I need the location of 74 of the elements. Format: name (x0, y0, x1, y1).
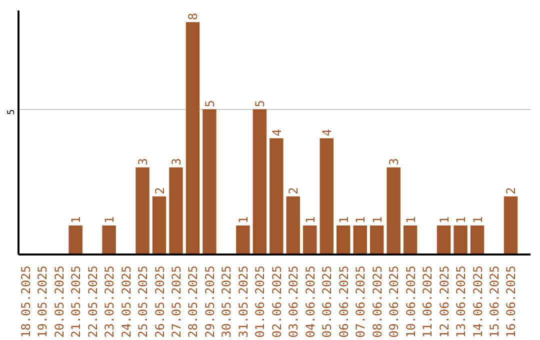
bar (270, 138, 284, 254)
x-tick-label: 25.05.2025 (136, 265, 150, 338)
x-tick-label: 01.06.2025 (253, 265, 268, 338)
x-tick-label: 31.05.2025 (236, 265, 250, 338)
x-tick-label: 20.05.2025 (52, 265, 66, 338)
data-label: 8 (186, 12, 200, 20)
x-tick-label: 13.06.2025 (454, 265, 468, 338)
data-label: 1 (354, 216, 368, 224)
x-tick-label: 09.06.2025 (387, 265, 402, 338)
data-label: 3 (170, 158, 184, 166)
data-label: 1 (236, 216, 250, 224)
x-tick-label: 27.05.2025 (170, 265, 184, 338)
data-label: 1 (404, 216, 418, 224)
bar (152, 196, 166, 254)
x-tick-label: 08.06.2025 (370, 265, 384, 338)
data-label: 3 (136, 158, 150, 166)
bar (504, 196, 518, 254)
x-tick-label: 18.05.2025 (18, 265, 33, 338)
x-tick-label: 06.06.2025 (336, 265, 351, 338)
data-label: 2 (152, 187, 167, 194)
bar (336, 225, 350, 254)
x-tick-label: 05.06.2025 (320, 265, 334, 338)
bar (470, 225, 484, 254)
bar (68, 225, 82, 254)
x-tick-label: 28.05.2025 (186, 265, 200, 338)
x-tick-label: 22.05.2025 (86, 265, 100, 338)
bar (353, 225, 367, 254)
data-label: 2 (504, 187, 518, 194)
bar (169, 167, 183, 254)
data-label: 1 (437, 216, 452, 224)
data-label: 4 (270, 129, 284, 136)
bar (186, 22, 200, 254)
x-tick-label: 04.06.2025 (303, 265, 318, 338)
x-tick-label: 11.06.2025 (420, 265, 435, 338)
x-tick-label: 16.06.2025 (504, 265, 518, 338)
bar (252, 109, 267, 254)
bar (403, 225, 418, 254)
data-label: 1 (303, 216, 318, 224)
x-tick-label: 12.06.2025 (437, 265, 452, 338)
data-label: 1 (370, 216, 384, 224)
bar (286, 196, 300, 254)
bar (436, 225, 451, 254)
x-tick-label: 02.06.2025 (270, 265, 284, 338)
x-tick-label: 29.05.2025 (202, 265, 217, 338)
bar (370, 225, 384, 254)
x-tick-label: 15.06.2025 (488, 265, 502, 338)
bar (303, 225, 317, 254)
data-label: 1 (454, 216, 468, 224)
data-label: 1 (470, 216, 485, 224)
data-label: 4 (320, 129, 334, 136)
x-tick-label: 03.06.2025 (286, 265, 301, 338)
data-label: 2 (286, 187, 301, 194)
x-tick-label: 10.06.2025 (404, 265, 418, 338)
x-tick-label: 21.05.2025 (69, 265, 84, 338)
x-tick-label: 24.05.2025 (119, 265, 134, 338)
data-label: 1 (102, 216, 117, 224)
bar (202, 109, 216, 254)
data-label: 1 (69, 216, 84, 224)
x-tick-label: 14.06.2025 (470, 265, 485, 338)
x-tick-label: 19.05.2025 (36, 265, 50, 338)
data-label: 3 (387, 158, 402, 166)
data-label: 5 (202, 100, 217, 108)
bar (102, 225, 116, 254)
bar (136, 167, 150, 254)
bar (236, 225, 250, 254)
x-tick-label: 07.06.2025 (354, 265, 368, 338)
bar (454, 225, 468, 254)
x-tick-label: 30.05.2025 (220, 265, 234, 338)
bar (320, 138, 334, 254)
data-label: 5 (253, 100, 268, 108)
x-tick-label: 23.05.2025 (102, 265, 117, 338)
data-label: 1 (336, 216, 351, 224)
x-tick-label: 26.05.2025 (152, 265, 167, 338)
bar (386, 167, 400, 254)
